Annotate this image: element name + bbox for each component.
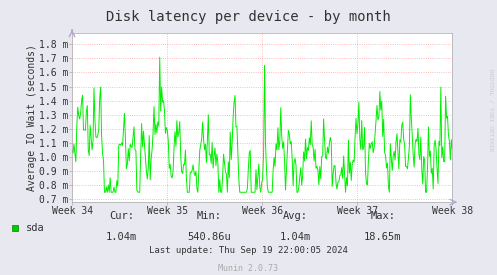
- Y-axis label: Average IO Wait (seconds): Average IO Wait (seconds): [27, 44, 37, 191]
- Text: Disk latency per device - by month: Disk latency per device - by month: [106, 10, 391, 24]
- Text: Max:: Max:: [370, 211, 395, 221]
- Text: Munin 2.0.73: Munin 2.0.73: [219, 264, 278, 273]
- Text: sda: sda: [26, 223, 45, 233]
- Text: Cur:: Cur:: [109, 211, 134, 221]
- Text: Last update: Thu Sep 19 22:00:05 2024: Last update: Thu Sep 19 22:00:05 2024: [149, 246, 348, 255]
- Text: 1.04m: 1.04m: [106, 232, 137, 242]
- Text: 1.04m: 1.04m: [280, 232, 311, 242]
- Text: Avg:: Avg:: [283, 211, 308, 221]
- Text: 540.86u: 540.86u: [187, 232, 231, 242]
- Text: Min:: Min:: [196, 211, 221, 221]
- Text: RRDTOOL / TOBI OETIKER: RRDTOOL / TOBI OETIKER: [489, 69, 494, 151]
- Text: 18.65m: 18.65m: [364, 232, 402, 242]
